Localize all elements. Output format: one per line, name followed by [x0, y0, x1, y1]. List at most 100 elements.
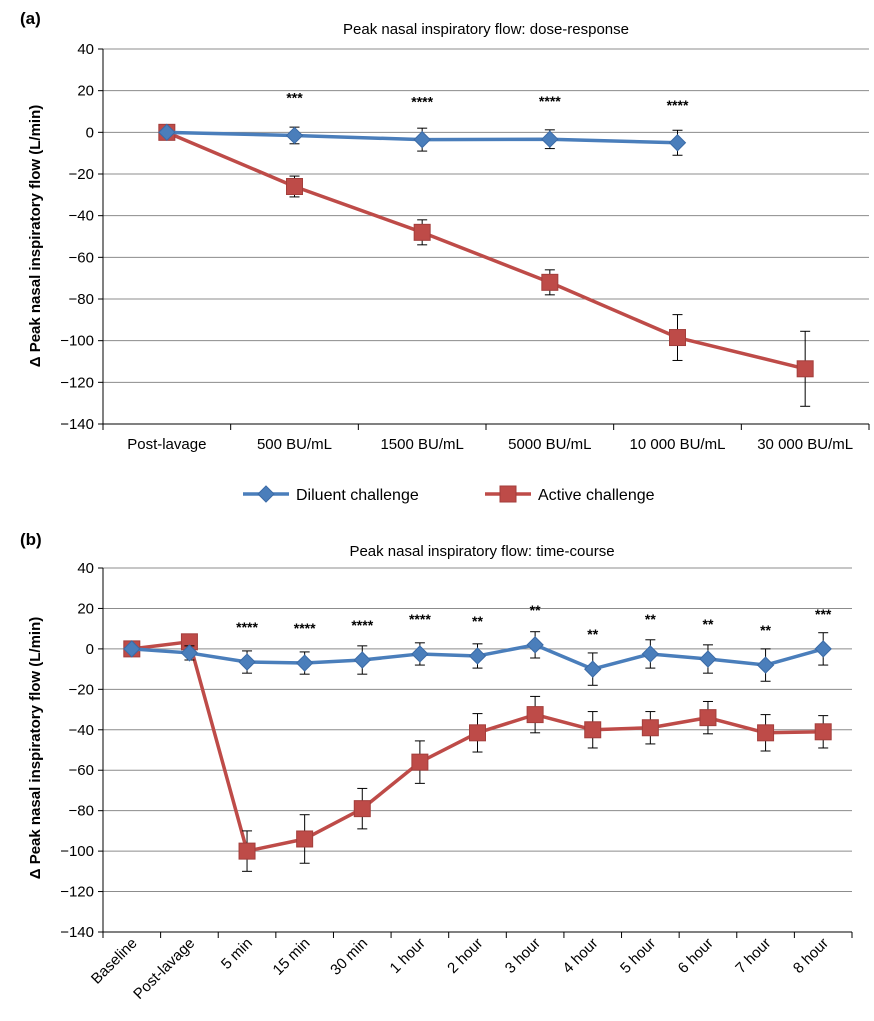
significance-label: **: [760, 622, 771, 638]
y-tick-label: 40: [77, 41, 94, 58]
active-data-point: [814, 723, 832, 741]
y-tick-label: −100: [60, 333, 94, 350]
active-data-point: [526, 706, 544, 724]
y-tick-label: −100: [60, 843, 94, 860]
panel-b-y-axis-label: Δ Peak nasal inspiratory flow (L/min): [27, 617, 44, 880]
y-tick-label: −60: [69, 762, 94, 779]
x-tick-label: 1 hour: [387, 935, 429, 977]
active-data-point: [541, 273, 559, 291]
y-tick-label: −40: [69, 208, 94, 225]
y-tick-label: −80: [69, 291, 94, 308]
y-tick-label: 0: [86, 124, 94, 141]
active-series-line: [166, 130, 806, 371]
diluent-data-point: [238, 653, 256, 671]
significance-label: **: [530, 602, 541, 618]
x-tick-label: 2 hour: [444, 935, 486, 977]
panel-b-y-tick-labels: 40 20 0 −20 −40 −60 −80 −100 −120 −140: [60, 560, 94, 941]
significance-label: **: [645, 611, 656, 627]
y-tick-label: −40: [69, 722, 94, 739]
panel-a-title: Peak nasal inspiratory flow: dose-respon…: [343, 21, 629, 38]
active-data-point: [757, 724, 775, 742]
panel-a-y-tick-labels: 40 20 0 −20 −40 −60 −80 −100 −120 −140: [60, 41, 94, 433]
x-tick-label: 30 min: [327, 935, 371, 979]
y-tick-label: 0: [86, 641, 94, 658]
panel-a-y-axis-label: Δ Peak nasal inspiratory flow (L/min): [27, 105, 44, 368]
y-tick-label: −20: [69, 681, 94, 698]
y-tick-label: −140: [60, 416, 94, 433]
x-tick-label: 6 hour: [675, 935, 717, 977]
active-data-point: [353, 800, 371, 818]
significance-label: ****: [411, 94, 433, 110]
x-tick-label: 3 hour: [502, 935, 544, 977]
active-data-point: [296, 830, 314, 848]
y-tick-label: −140: [60, 924, 94, 941]
panel-b-significance-labels: **** **** **** **** ******** ** *****: [236, 602, 832, 642]
x-tick-label: 4 hour: [559, 935, 601, 977]
panel-a-significance-labels: *** **** **** ****: [286, 89, 689, 112]
active-data-point: [413, 223, 431, 241]
x-tick-label: 1500 BU/mL: [380, 436, 463, 453]
diluent-data-point: [285, 126, 304, 145]
x-tick-label: 30 000 BU/mL: [757, 436, 853, 453]
y-tick-label: −120: [60, 884, 94, 901]
active-data-point: [584, 721, 602, 739]
panel-b-axes: [98, 567, 853, 938]
panel-a-label: (a): [20, 9, 41, 28]
y-tick-label: 20: [77, 83, 94, 100]
panel-b: (b) Peak nasal inspiratory flow: time-co…: [20, 530, 853, 1003]
y-tick-label: −80: [69, 803, 94, 820]
active-data-point: [641, 719, 659, 737]
y-tick-label: −60: [69, 249, 94, 266]
legend-diluent-diamond-icon: [257, 485, 275, 503]
significance-label: ****: [667, 97, 689, 113]
panel-a-series: [158, 123, 814, 407]
significance-label: ****: [409, 611, 431, 627]
y-tick-label: −20: [69, 166, 94, 183]
y-tick-label: 20: [77, 600, 94, 617]
legend: Diluent challenge Active challenge: [243, 485, 655, 504]
significance-label: **: [587, 626, 598, 642]
diluent-data-point: [541, 130, 559, 148]
diluent-data-point: [353, 651, 371, 669]
x-tick-label: Post-lavage: [130, 935, 198, 1003]
diluent-data-point: [413, 130, 431, 149]
significance-label: ****: [351, 617, 373, 633]
legend-item-diluent: Diluent challenge: [243, 485, 419, 504]
diluent-data-point: [584, 660, 602, 678]
x-tick-label: 5 min: [218, 935, 256, 973]
panel-b-title: Peak nasal inspiratory flow: time-course: [349, 543, 614, 560]
diluent-data-point: [411, 645, 429, 663]
significance-label: **: [703, 616, 714, 632]
diluent-data-point: [468, 647, 487, 665]
panel-a-gridlines: [103, 48, 869, 425]
diluent-data-point: [699, 650, 717, 668]
diluent-data-point: [756, 656, 775, 674]
y-tick-label: 40: [77, 560, 94, 577]
significance-label: ***: [286, 89, 303, 105]
active-data-point: [238, 842, 256, 860]
diluent-data-point: [158, 123, 176, 142]
significance-label: ***: [815, 606, 832, 622]
y-tick-label: −120: [60, 374, 94, 391]
legend-active-label: Active challenge: [538, 487, 655, 504]
diluent-data-point: [641, 645, 660, 663]
active-data-point: [796, 360, 814, 378]
x-tick-label: 10 000 BU/mL: [630, 436, 726, 453]
legend-active-square-icon: [499, 485, 517, 503]
significance-label: ****: [539, 93, 561, 109]
active-data-point: [699, 709, 717, 727]
active-data-point: [411, 753, 429, 771]
panel-a-x-tick-labels: Post-lavage 500 BU/mL 1500 BU/mL 5000 BU/mL…: [127, 436, 853, 453]
diluent-data-point: [526, 636, 544, 654]
diluent-data-point: [668, 134, 687, 152]
panel-b-label: (b): [20, 530, 42, 549]
significance-label: **: [472, 613, 483, 629]
x-tick-label: Baseline: [88, 935, 141, 988]
x-tick-label: 15 min: [270, 935, 314, 979]
x-tick-label: 5 hour: [617, 935, 659, 977]
x-tick-label: 7 hour: [732, 935, 774, 977]
significance-label: ****: [294, 620, 316, 636]
significance-label: ****: [236, 619, 258, 635]
